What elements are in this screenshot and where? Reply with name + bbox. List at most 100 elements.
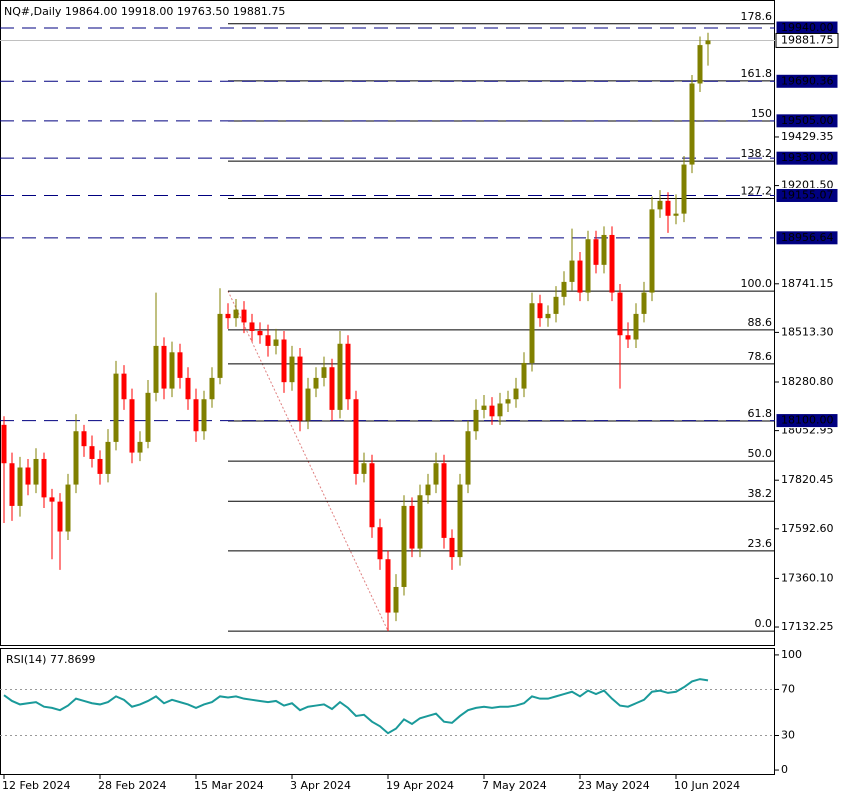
candle-body bbox=[473, 409, 479, 432]
candle-body bbox=[465, 431, 471, 485]
candle-body bbox=[201, 399, 207, 432]
candle-body bbox=[481, 405, 487, 410]
candle-body bbox=[313, 377, 319, 389]
candle-body bbox=[609, 234, 615, 293]
candle-body bbox=[601, 234, 607, 265]
candle-body bbox=[281, 339, 287, 383]
candle-body bbox=[177, 352, 183, 378]
candle-body bbox=[249, 322, 255, 331]
y-tick-label: 17360.10 bbox=[781, 571, 834, 584]
fib-label: 138.2 bbox=[741, 147, 773, 160]
fib-label: 50.0 bbox=[748, 447, 773, 460]
candle-body bbox=[625, 335, 631, 340]
candle-body bbox=[129, 399, 135, 453]
candle-body bbox=[665, 200, 671, 216]
candle-body bbox=[649, 209, 655, 293]
candle-body bbox=[169, 352, 175, 389]
main-panel bbox=[0, 0, 775, 646]
y-tick-label: 100 bbox=[781, 648, 802, 661]
candle-body bbox=[329, 367, 335, 410]
candle-body bbox=[705, 40, 711, 45]
fib-label: 178.6 bbox=[741, 10, 773, 23]
level-label: 19505.00 bbox=[781, 114, 834, 127]
candle-body bbox=[449, 537, 455, 558]
candle-body bbox=[425, 484, 431, 496]
fib-label: 78.6 bbox=[748, 350, 773, 363]
level-label: 19330.00 bbox=[781, 151, 834, 164]
candle-body bbox=[265, 335, 271, 346]
chart-title: NQ#,Daily 19864.00 19918.00 19763.50 198… bbox=[4, 5, 285, 18]
candle-body bbox=[209, 377, 215, 400]
candle-body bbox=[529, 303, 535, 363]
fib-label: 127.2 bbox=[741, 184, 773, 197]
y-tick-label: 18741.15 bbox=[781, 277, 834, 290]
level-label: 19155.07 bbox=[781, 188, 834, 201]
candle-body bbox=[89, 446, 95, 459]
candle-body bbox=[1, 424, 7, 464]
candle-body bbox=[489, 405, 495, 417]
candle-body bbox=[193, 399, 199, 432]
candle-body bbox=[561, 281, 567, 297]
candle-body bbox=[673, 213, 679, 216]
candle-body bbox=[113, 373, 119, 442]
candle-body bbox=[57, 501, 63, 532]
candle-body bbox=[537, 303, 543, 319]
fib-label: 150 bbox=[751, 107, 772, 120]
fib-label: 100.0 bbox=[741, 277, 773, 290]
candle-body bbox=[361, 463, 367, 474]
x-tick-label: 10 Jun 2024 bbox=[674, 779, 740, 792]
candle-body bbox=[73, 431, 79, 485]
level-box bbox=[775, 113, 839, 129]
candle-body bbox=[297, 356, 303, 421]
y-tick-label: 70 bbox=[781, 682, 795, 695]
candle-body bbox=[121, 373, 127, 400]
candle-body bbox=[217, 313, 223, 378]
candle-body bbox=[25, 467, 31, 485]
candle-body bbox=[577, 260, 583, 293]
rsi-line bbox=[3, 678, 709, 735]
candle-body bbox=[457, 484, 463, 558]
candle-body bbox=[225, 313, 231, 319]
x-tick-label: 7 May 2024 bbox=[482, 779, 547, 792]
rsi-title: RSI(14) 77.8699 bbox=[6, 653, 95, 666]
candle-body bbox=[505, 399, 511, 404]
candle-body bbox=[81, 431, 87, 447]
x-tick-label: 28 Feb 2024 bbox=[98, 779, 166, 792]
candle-body bbox=[97, 458, 103, 474]
fib-label: 88.6 bbox=[748, 316, 773, 329]
y-tick-label: 19429.35 bbox=[781, 130, 834, 143]
candle-body bbox=[441, 463, 447, 538]
level-label: 19940.00 bbox=[781, 21, 834, 34]
candle-body bbox=[633, 313, 639, 340]
candle-body bbox=[521, 362, 527, 389]
x-tick-label: 12 Feb 2024 bbox=[2, 779, 70, 792]
candle-body bbox=[641, 292, 647, 314]
candle-body bbox=[569, 260, 575, 282]
y-tick-label: 17820.45 bbox=[781, 473, 834, 486]
candle-body bbox=[345, 343, 351, 400]
candle-body bbox=[49, 497, 55, 502]
candle-body bbox=[409, 505, 415, 549]
y-tick-label: 18280.80 bbox=[781, 375, 834, 388]
candle-body bbox=[657, 200, 663, 210]
y-tick-label: 17132.25 bbox=[781, 620, 834, 633]
candle-body bbox=[233, 309, 239, 319]
candle-body bbox=[433, 463, 439, 485]
candle-body bbox=[305, 388, 311, 421]
level-label: 19690.36 bbox=[781, 74, 834, 87]
level-label: 18100.00 bbox=[781, 414, 834, 427]
candle-body bbox=[513, 388, 519, 400]
candle-body bbox=[401, 505, 407, 587]
candle-body bbox=[585, 239, 591, 293]
y-tick-label: 0 bbox=[781, 763, 788, 776]
candle-body bbox=[105, 441, 111, 474]
candle-body bbox=[17, 467, 23, 506]
rsi-panel bbox=[0, 648, 775, 775]
candle-body bbox=[545, 313, 551, 319]
x-tick-label: 15 Mar 2024 bbox=[194, 779, 264, 792]
current-price-box bbox=[775, 32, 839, 48]
candle-body bbox=[161, 345, 167, 389]
candle-body bbox=[689, 83, 695, 165]
candle-body bbox=[321, 367, 327, 378]
level-box bbox=[775, 187, 839, 203]
